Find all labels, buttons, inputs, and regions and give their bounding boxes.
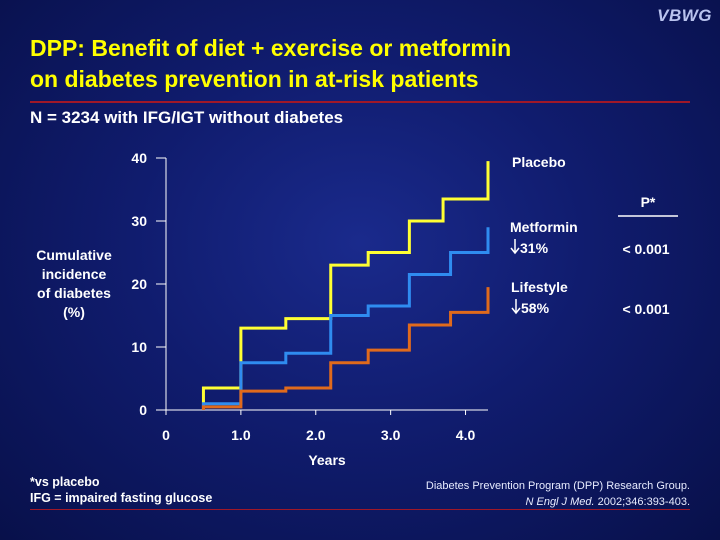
citation: Diabetes Prevention Program (DPP) Resear… bbox=[426, 478, 690, 510]
x-tick-label: 2.0 bbox=[306, 427, 326, 443]
y-tick-label: 10 bbox=[131, 339, 147, 355]
series-reduction-metformin: 31% bbox=[520, 240, 549, 256]
axes: 0 10 20 30 40 0 1.0 2.0 3.0 4.0 Years bbox=[131, 150, 488, 468]
citation-line-1: Diabetes Prevention Program (DPP) Resear… bbox=[425, 480, 690, 492]
down-arrow-icon bbox=[510, 239, 520, 255]
x-tick-label: 3.0 bbox=[381, 427, 401, 443]
citation-journal: N Engl J Med. bbox=[525, 496, 595, 508]
title-line-1: DPP: Benefit of diet + exercise or metfo… bbox=[30, 35, 512, 61]
series-line-metformin bbox=[201, 227, 490, 410]
series-reduction-lifestyle: 58% bbox=[521, 300, 550, 316]
chart-labels: Placebo Metformin 31% < 0.001 Lifestyle 58% < … bbox=[510, 154, 678, 317]
slide-title: DPP: Benefit of diet + exercise or metfo… bbox=[30, 33, 511, 95]
x-tick-label: 0 bbox=[162, 427, 170, 443]
vbwg-logo: VBWG bbox=[657, 6, 712, 25]
citation-details: 2002;346:393-403. bbox=[594, 496, 690, 508]
series-label-placebo: Placebo bbox=[512, 154, 566, 170]
title-divider bbox=[30, 101, 690, 103]
series-label-lifestyle: Lifestyle bbox=[511, 279, 568, 295]
citation-line-2: N Engl J Med. 2002;346:393-403. bbox=[426, 494, 690, 510]
p-value-lifestyle: < 0.001 bbox=[622, 301, 669, 317]
title-line-2: on diabetes prevention in at-risk patien… bbox=[30, 66, 479, 92]
series-line-placebo bbox=[201, 161, 490, 410]
footnote-ifg-definition: IFG = impaired fasting glucose bbox=[30, 491, 213, 505]
x-tick-label: 4.0 bbox=[456, 427, 476, 443]
footnote-vs-placebo: *vs placebo bbox=[30, 475, 100, 489]
y-tick-label: 30 bbox=[131, 213, 147, 229]
y-tick-label: 40 bbox=[131, 150, 147, 166]
y-tick-label: 20 bbox=[131, 276, 147, 292]
bottom-divider bbox=[30, 509, 690, 510]
p-value-header: P* bbox=[641, 194, 656, 210]
p-value-metformin: < 0.001 bbox=[622, 241, 669, 257]
subtitle: N = 3234 with IFG/IGT without diabetes bbox=[30, 108, 344, 127]
y-axis-label: Cumulative incidence of diabetes (%) bbox=[36, 247, 112, 320]
x-axis-label: Years bbox=[308, 452, 346, 468]
down-arrow-icon bbox=[511, 299, 521, 315]
y-tick-label: 0 bbox=[139, 402, 147, 418]
series-label-metformin: Metformin bbox=[510, 219, 578, 235]
footnote: *vs placebo IFG = impaired fasting gluco… bbox=[30, 474, 212, 506]
series-lines bbox=[201, 161, 490, 410]
x-tick-label: 1.0 bbox=[231, 427, 251, 443]
series-line-lifestyle bbox=[201, 287, 490, 410]
